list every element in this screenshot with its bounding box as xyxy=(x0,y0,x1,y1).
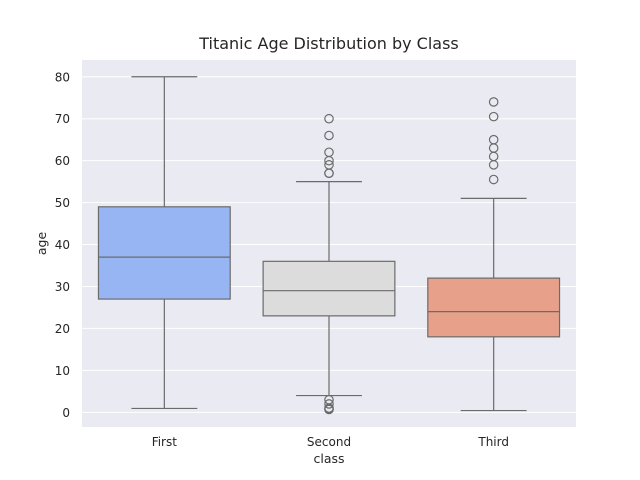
outlier-point xyxy=(488,160,499,170)
outlier-point xyxy=(324,155,334,166)
x-tick-label: Third xyxy=(477,435,509,449)
iqr-box xyxy=(97,206,231,300)
y-tick-label: 20 xyxy=(55,322,70,336)
y-tick-label: 80 xyxy=(55,70,70,84)
y-tick-label: 0 xyxy=(62,406,70,420)
outlier-point xyxy=(324,113,334,124)
y-tick-label: 40 xyxy=(55,238,70,252)
outlier-point xyxy=(488,111,499,122)
boxes xyxy=(97,76,561,415)
y-tick-label: 10 xyxy=(55,364,70,378)
chart-title: Titanic Age Distribution by Class xyxy=(198,34,459,53)
y-tick-label: 60 xyxy=(55,154,70,168)
x-axis-label: class xyxy=(313,451,344,466)
outlier-point xyxy=(324,168,334,179)
outlier-point xyxy=(324,404,334,415)
x-tick-label: First xyxy=(152,435,178,449)
iqr-box xyxy=(262,260,396,317)
box-third xyxy=(427,97,561,412)
outlier-point xyxy=(488,97,499,107)
outlier-point xyxy=(324,130,334,141)
box-first xyxy=(97,76,231,410)
x-axis-ticks: First Second Third xyxy=(152,435,509,449)
outlier-point xyxy=(488,174,499,185)
outlier-point xyxy=(324,399,334,409)
y-axis-ticks: 0 10 20 30 40 50 60 70 80 xyxy=(55,70,70,420)
iqr-box xyxy=(427,277,561,338)
y-axis-label: age xyxy=(34,232,49,256)
y-tick-label: 50 xyxy=(55,196,70,210)
box-second xyxy=(262,113,396,415)
x-tick-label: Second xyxy=(307,435,351,449)
y-tick-label: 70 xyxy=(55,112,70,126)
y-tick-label: 30 xyxy=(55,280,70,294)
